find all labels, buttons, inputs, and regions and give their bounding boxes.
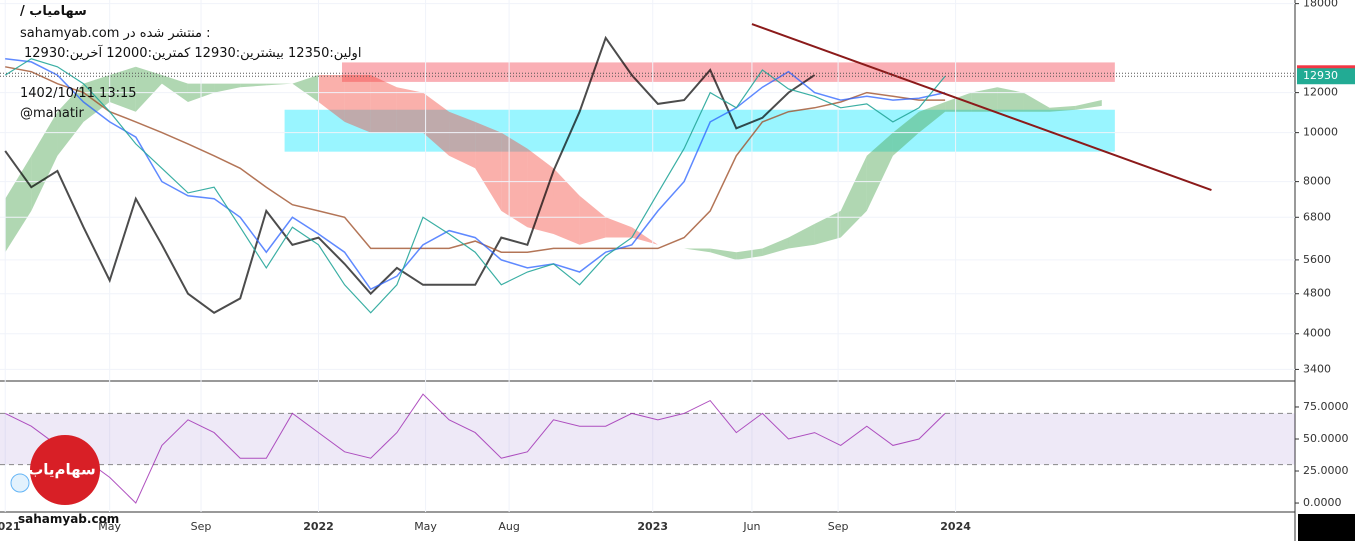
x-tick-label: 2022 bbox=[303, 520, 334, 533]
x-tick-label: Sep bbox=[191, 520, 212, 533]
logo-icon bbox=[10, 473, 30, 493]
cloud-segment bbox=[109, 66, 136, 112]
cloud-segment bbox=[710, 248, 737, 260]
cloud-segment bbox=[240, 83, 267, 88]
y-tick-label: 12000 bbox=[1303, 86, 1338, 99]
cloud-segment bbox=[553, 168, 580, 245]
y-tick-label: 75.0000 bbox=[1303, 400, 1349, 413]
cloud-segment bbox=[161, 75, 188, 102]
cloud-segment bbox=[422, 92, 450, 156]
cloud-segment bbox=[788, 223, 815, 249]
cloud-segment bbox=[579, 195, 606, 245]
cloud-segment bbox=[292, 75, 319, 102]
cloud-segment bbox=[997, 87, 1024, 112]
cloud-segment bbox=[762, 237, 789, 257]
series-line bbox=[4, 393, 946, 504]
y-tick-label: 6800 bbox=[1303, 210, 1331, 223]
logo-circle bbox=[30, 435, 100, 505]
y-tick-label: 3400 bbox=[1303, 362, 1331, 375]
plot-area bbox=[0, 0, 1295, 512]
cloud-segment bbox=[396, 87, 423, 133]
cloud-segment bbox=[1075, 100, 1102, 110]
x-tick-label: Jun bbox=[742, 520, 760, 533]
corner-box bbox=[1298, 514, 1355, 541]
y-tick-label: 5600 bbox=[1303, 253, 1331, 266]
cloud-segment bbox=[919, 101, 946, 133]
cloud-segment bbox=[370, 75, 397, 133]
x-tick-label: Sep bbox=[828, 520, 849, 533]
y-tick-label: 50.0000 bbox=[1303, 432, 1349, 445]
zone bbox=[342, 62, 1115, 82]
series-line bbox=[4, 58, 946, 314]
rsi-band bbox=[0, 413, 1295, 465]
cloud-segment bbox=[892, 111, 920, 156]
x-tick-label: May bbox=[414, 520, 437, 533]
cloud-segment bbox=[527, 148, 554, 235]
y-tick-label: 18000 bbox=[1303, 0, 1338, 10]
y-tick-label: 4800 bbox=[1303, 287, 1331, 300]
cloud-segment bbox=[736, 248, 763, 260]
cloud-segment bbox=[475, 121, 502, 211]
cloud-segment bbox=[631, 227, 658, 245]
x-tick-label: 2023 bbox=[637, 520, 668, 533]
y-tick-label: 0.0000 bbox=[1303, 496, 1342, 509]
cloud-segment bbox=[31, 111, 58, 211]
cloud-segment bbox=[266, 83, 293, 86]
watermark: sahamyab.com bbox=[18, 512, 120, 526]
header-published: sahamyab.com منتشر شده در : bbox=[20, 26, 211, 41]
series-line bbox=[4, 35, 816, 314]
x-tick-label: May bbox=[98, 520, 121, 533]
cloud-segment bbox=[1049, 105, 1076, 112]
cloud-segment bbox=[318, 75, 345, 122]
x-tick-label: 2024 bbox=[940, 520, 971, 533]
x-tick-label: 2021 bbox=[0, 520, 21, 533]
trendline bbox=[751, 23, 1212, 191]
cloud-segment bbox=[449, 111, 476, 169]
cloud-segment bbox=[1023, 92, 1050, 112]
cloud-segment bbox=[814, 210, 841, 245]
header-author: @mahatir bbox=[20, 106, 84, 121]
cloud-segment bbox=[945, 92, 972, 112]
header-ohlc: اولین:12350 بیشترین:12930 کمترین:12000 آ… bbox=[24, 46, 362, 61]
series-line bbox=[5, 66, 946, 253]
cloud-segment bbox=[605, 217, 632, 238]
price-label-box bbox=[1297, 68, 1355, 85]
cloud-segment bbox=[344, 75, 371, 133]
series-line bbox=[5, 58, 946, 291]
cloud-segment bbox=[501, 132, 528, 228]
y-tick-label: 25.0000 bbox=[1303, 464, 1349, 477]
cloud-segment bbox=[684, 248, 711, 253]
y-tick-label: 4000 bbox=[1303, 327, 1331, 340]
cloud-segment bbox=[135, 66, 162, 112]
logo-text: سهام‌یاب bbox=[28, 461, 96, 479]
price-label: 12930 bbox=[1303, 69, 1338, 82]
y-tick-label: 8000 bbox=[1303, 175, 1331, 188]
x-tick-label: Aug bbox=[498, 520, 519, 533]
y-tick-label: 10000 bbox=[1303, 126, 1338, 139]
cloud-segment bbox=[866, 132, 893, 211]
header-title: سهامیاب / bbox=[20, 4, 87, 19]
cloud-segment bbox=[214, 83, 241, 93]
header-datetime: 1402/10/11 13:15 bbox=[20, 86, 137, 101]
cloud-segment bbox=[57, 83, 84, 156]
